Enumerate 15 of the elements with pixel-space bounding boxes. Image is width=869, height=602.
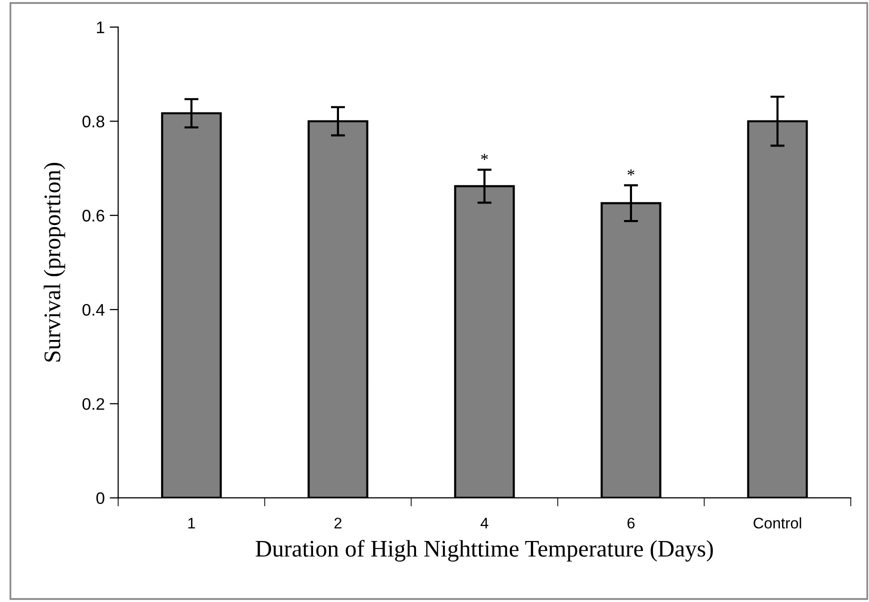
x-tick-label: 2 [334, 518, 342, 528]
annotation: * [628, 169, 634, 176]
y-tick-label: 0.2 [82, 398, 104, 410]
x-tick-label: Control [754, 517, 802, 529]
y-tick-label: 0.4 [82, 304, 105, 316]
annotation: * [481, 154, 488, 160]
x-tick-label: 6 [628, 518, 635, 529]
x-tick-label: 1 [188, 518, 195, 528]
y-tick-label: 0 [96, 492, 104, 504]
y-axis-title: Survival (proportion) [44, 162, 66, 362]
y-tick-label: 0.8 [82, 116, 104, 128]
x-tick-label: 4 [480, 518, 488, 528]
y-tick-label: 1 [96, 22, 104, 34]
x-axis-title: Duration of High Nighttime Temperature (Days) [256, 540, 713, 562]
y-tick-label: 0.6 [82, 210, 104, 222]
